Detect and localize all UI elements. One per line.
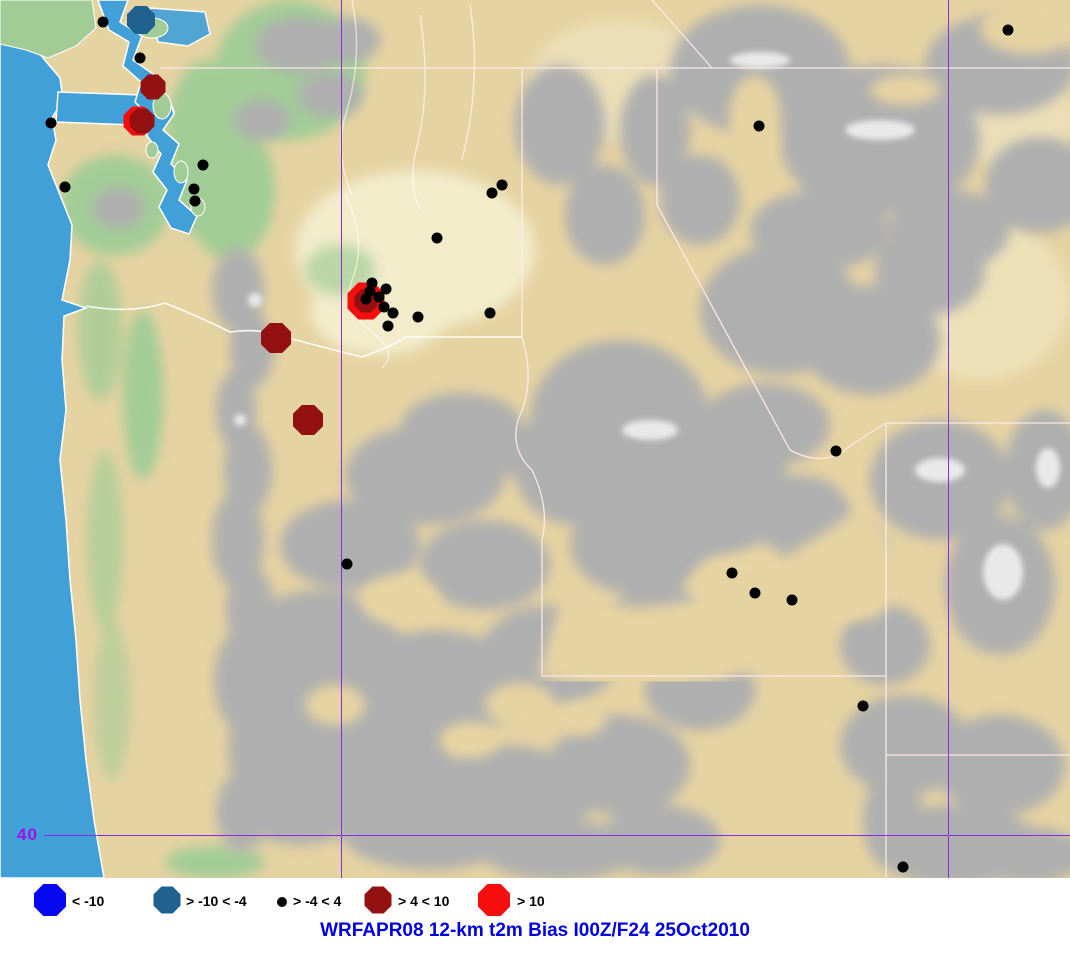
bias-marker-mod-neg: [127, 6, 155, 34]
bias-marker-neutral: [97, 16, 109, 28]
graticule-meridian: [948, 0, 949, 878]
legend-label: > 4 < 10: [398, 893, 450, 909]
legend-label: > 10: [517, 893, 545, 909]
bias-marker-mod-pos: [140, 74, 166, 100]
legend-marker-neutral: [277, 897, 287, 907]
bias-marker-neutral: [412, 311, 424, 323]
bias-marker-neutral: [387, 307, 399, 319]
graticule-meridian: [341, 0, 342, 878]
map: 40: [0, 0, 1070, 878]
bias-marker-neutral: [897, 861, 909, 873]
bias-marker-neutral: [360, 293, 372, 305]
mountain-areas: [92, 5, 1070, 878]
plain-patch: [690, 555, 800, 615]
bias-marker-neutral: [484, 307, 496, 319]
legend-marker-high-pos: [478, 884, 510, 916]
bias-marker-neutral: [753, 120, 765, 132]
latitude-label: 40: [17, 825, 38, 844]
bias-marker-mod-pos: [293, 405, 323, 435]
bias-marker-neutral: [373, 291, 385, 303]
bias-marker-mod-pos: [129, 108, 155, 134]
vancouver-island: [0, 0, 97, 59]
bias-marker-neutral: [189, 195, 201, 207]
bias-marker-neutral: [496, 179, 508, 191]
bias-marker-neutral: [59, 181, 71, 193]
marker-layer: [45, 6, 1014, 873]
bias-marker-neutral: [45, 117, 57, 129]
state-borders: [160, 0, 1070, 878]
legend-marker-high-neg: [34, 884, 66, 916]
bias-marker-neutral: [749, 587, 761, 599]
bias-marker-neutral: [382, 320, 394, 332]
bias-marker-neutral: [197, 159, 209, 171]
snake-river-plain: [537, 505, 913, 692]
legend-label: > -4 < 4: [293, 893, 342, 909]
bias-marker-neutral: [1002, 24, 1014, 36]
bias-marker-neutral: [341, 558, 353, 570]
bias-marker-neutral: [134, 52, 146, 64]
bias-marker-neutral: [364, 285, 376, 297]
bias-marker-neutral: [378, 301, 390, 313]
bias-marker-neutral: [857, 700, 869, 712]
legend-marker-mod-neg: [153, 886, 181, 914]
snow-peaks: [234, 52, 1060, 600]
bias-marker-neutral: [380, 283, 392, 295]
legend-marker-mod-pos: [364, 886, 392, 914]
bias-marker-neutral: [830, 445, 842, 457]
valley-patches: [305, 2, 1070, 758]
bias-marker-neutral: [726, 567, 738, 579]
bias-marker-neutral: [431, 232, 443, 244]
islands: [0, 0, 206, 217]
graticule-parallel-40N: [44, 835, 1070, 836]
bias-marker-neutral: [366, 277, 378, 289]
terrain-map: [0, 0, 1070, 878]
bias-marker-neutral: [188, 183, 200, 195]
bias-marker-neutral: [486, 187, 498, 199]
legend-label: > -10 < -4: [186, 893, 247, 909]
map-title: WRFAPR08 12-km t2m Bias I00Z/F24 25Oct20…: [320, 920, 750, 941]
graticule-layer: [44, 0, 1070, 878]
bias-marker-neutral: [786, 594, 798, 606]
bias-marker-mod-pos: [261, 323, 291, 353]
columbia-river-border: [85, 302, 522, 358]
legend-label: < -10: [72, 893, 105, 909]
